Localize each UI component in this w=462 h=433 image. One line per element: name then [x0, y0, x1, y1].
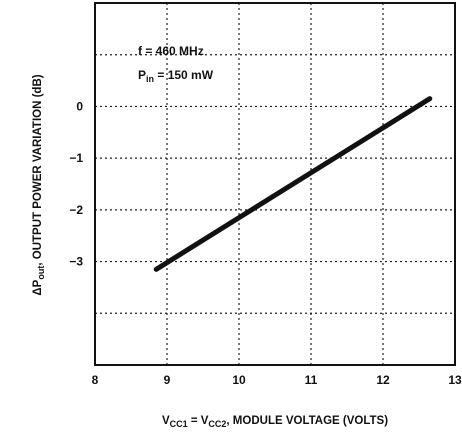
- y-tick-label: −3: [69, 255, 83, 269]
- plot-frame: [94, 2, 456, 366]
- y-tick-label: −2: [69, 203, 83, 217]
- x-tick-label: 13: [448, 373, 462, 387]
- y-tick-label: −1: [69, 151, 83, 165]
- annotation-input-power-sub: in: [146, 74, 154, 84]
- annotation-input-power-value: = 150 mW: [154, 68, 214, 82]
- x-tick-label: 10: [232, 373, 246, 387]
- x-tick-label: 8: [92, 373, 99, 387]
- annotation-input-power: Pin = 150 mW: [138, 68, 214, 84]
- y-axis-label: ΔPout, OUTPUT POWER VARIATION (dB): [32, 74, 46, 295]
- x-axis-label-eq: = V: [188, 415, 209, 427]
- annotation-frequency: f = 460 MHz: [138, 44, 204, 58]
- series-group: [153, 96, 433, 272]
- x-tick-label: 11: [305, 373, 318, 387]
- series-line-0: [153, 96, 433, 272]
- x-tick-label: 12: [376, 373, 390, 387]
- annotation-input-power-main: P: [138, 68, 146, 82]
- x-axis-label-rest: , MODULE VOLTAGE (VOLTS): [226, 415, 388, 427]
- y-tick-labels: 0 −1 −2 −3: [69, 99, 83, 268]
- x-axis-label-sub1: CC1: [170, 419, 188, 429]
- y-axis-label-rest: , OUTPUT POWER VARIATION (dB): [32, 74, 44, 265]
- x-axis-label: VCC1 = VCC2, MODULE VOLTAGE (VOLTS): [162, 415, 388, 429]
- x-axis-label-sub2: CC2: [208, 419, 226, 429]
- y-axis-label-main: ΔP: [32, 279, 44, 295]
- y-axis-label-sub: out: [36, 266, 46, 280]
- y-tick-label: 0: [76, 99, 83, 113]
- grid: [95, 3, 455, 365]
- x-axis-label-v1: V: [162, 415, 170, 427]
- x-tick-labels: 8 9 10 11 12 13: [92, 373, 462, 387]
- x-tick-label: 9: [164, 373, 171, 387]
